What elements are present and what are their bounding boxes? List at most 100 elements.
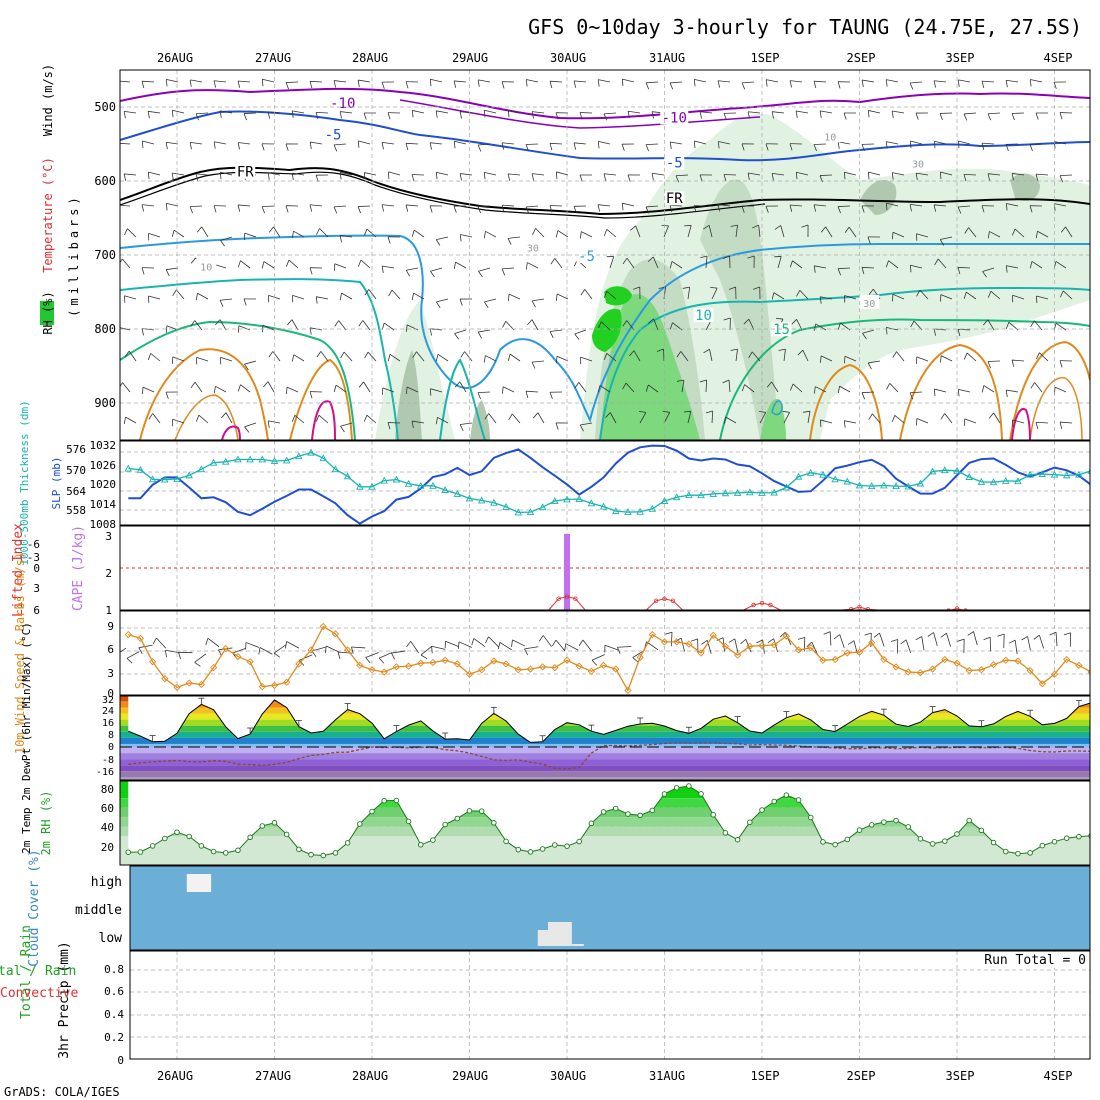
wind-barb-flag	[388, 289, 393, 297]
thickness-marker	[953, 466, 961, 474]
wind-barb-flag	[939, 171, 942, 180]
wind-barb	[454, 80, 467, 83]
wind-barb	[511, 413, 521, 424]
wind-marker	[794, 646, 803, 654]
wind-barb	[694, 78, 707, 83]
wind-barb-flag	[699, 174, 703, 182]
cape-bar	[564, 534, 570, 610]
bottom-date-label: 3SEP	[946, 1069, 975, 1083]
thickness-marker	[709, 489, 718, 497]
cape-tick: 1	[105, 604, 112, 617]
thickness-slp-panel: 558 564 570 576 1008 1014 1020 1026 1032…	[18, 400, 1091, 566]
wind-tick: 6	[107, 643, 114, 656]
wind-barb	[273, 226, 281, 238]
wind-barb	[502, 267, 515, 270]
contour-label: -5	[325, 128, 342, 144]
wind-barb	[1012, 294, 1025, 300]
wind-marker	[270, 681, 279, 689]
thickness-marker	[1038, 470, 1047, 478]
wind-barb-flag	[933, 80, 937, 88]
wind-barb	[742, 81, 755, 84]
bottom-date-label: 28AUG	[352, 1069, 388, 1083]
wind-barb-flag	[806, 641, 813, 648]
wind-barb-flag	[627, 174, 631, 182]
thickness-marker	[965, 473, 973, 480]
top-date-label: 26AUG	[157, 51, 193, 65]
wind-barb	[152, 413, 161, 424]
wind-barb-flag	[195, 414, 200, 422]
wind-barb-flag	[189, 142, 192, 150]
wind-barb-flag	[580, 289, 586, 296]
wind-barb-flag	[120, 382, 123, 388]
wind-barb	[364, 172, 377, 176]
wind-barb-flag	[315, 112, 319, 120]
wind-barb	[792, 383, 803, 393]
wind-barb	[263, 261, 275, 269]
wind-barb	[244, 232, 257, 238]
wind-barb-flag	[511, 639, 513, 647]
wind-barb	[238, 325, 251, 331]
wind-barb-flag	[747, 255, 755, 259]
wind-barb	[591, 654, 605, 661]
wind-barb-flag	[813, 204, 817, 212]
wind-barb	[526, 79, 539, 83]
rh-marker	[454, 815, 461, 822]
wind-barb	[744, 384, 755, 393]
wind-barb-flag	[843, 420, 846, 428]
lifted-index-segment	[743, 602, 781, 610]
rh-marker	[747, 819, 753, 825]
wind-marker	[673, 638, 681, 646]
wind-barb	[121, 258, 131, 269]
precip-total-label-horizontal: tal / Rain	[0, 964, 76, 979]
wind-marker	[660, 638, 669, 646]
wind-barb-flag	[1059, 112, 1063, 120]
wind-barb-flag	[532, 228, 536, 235]
wind-barb-flag	[219, 172, 222, 180]
wind-barb-flag	[237, 204, 241, 212]
wind-barb-flag	[357, 206, 361, 214]
wind-barb-flag	[847, 640, 855, 645]
isotherm-20	[174, 394, 239, 440]
wind-barb	[1012, 419, 1025, 424]
wind-barb	[485, 230, 497, 238]
wind-barb	[815, 323, 827, 331]
wind-speed-line	[128, 625, 1090, 692]
wind-barb-flag	[555, 422, 559, 430]
wind-barb	[455, 261, 467, 269]
wind-barb	[268, 172, 281, 176]
thickness-marker	[916, 479, 925, 487]
wind-barb-flag	[982, 271, 987, 278]
wind-barb	[681, 380, 685, 393]
wind-barb-flag	[597, 385, 601, 393]
wind-barb-flag	[507, 238, 512, 245]
wind-barb-flag	[741, 384, 745, 392]
wind-barb-flag	[837, 268, 842, 276]
wind-barb-flag	[933, 328, 937, 336]
wind-barb-flag	[429, 205, 433, 213]
wind-barb	[148, 295, 161, 300]
wind-barb	[934, 80, 947, 83]
wind-barb	[934, 140, 947, 145]
rh-color-chip	[40, 301, 54, 325]
thickness-marker	[843, 477, 852, 485]
wind-barb-flag	[789, 260, 793, 268]
wind-barb	[366, 228, 377, 238]
wind-barb	[987, 112, 1001, 115]
wind-barb-flag	[934, 258, 939, 266]
wind-barb-flag	[291, 173, 294, 181]
wind-barb-flag	[717, 204, 720, 212]
wind-barb-flag	[603, 353, 608, 360]
rh-marker	[649, 807, 656, 814]
temperature-mask	[120, 696, 1090, 743]
wind-marker	[124, 630, 132, 639]
wind-barb-flag	[381, 204, 384, 212]
wind-barb-flag	[909, 204, 912, 212]
wind-barb	[320, 351, 329, 362]
wind-barb-flag	[1030, 382, 1036, 389]
wind-barb-flag	[722, 379, 730, 384]
wind-barb-flag	[171, 230, 175, 237]
lifted-index-marker	[564, 594, 570, 599]
wind-barb	[194, 653, 207, 663]
wind-barb	[993, 412, 1001, 424]
wind-barb	[909, 391, 923, 394]
